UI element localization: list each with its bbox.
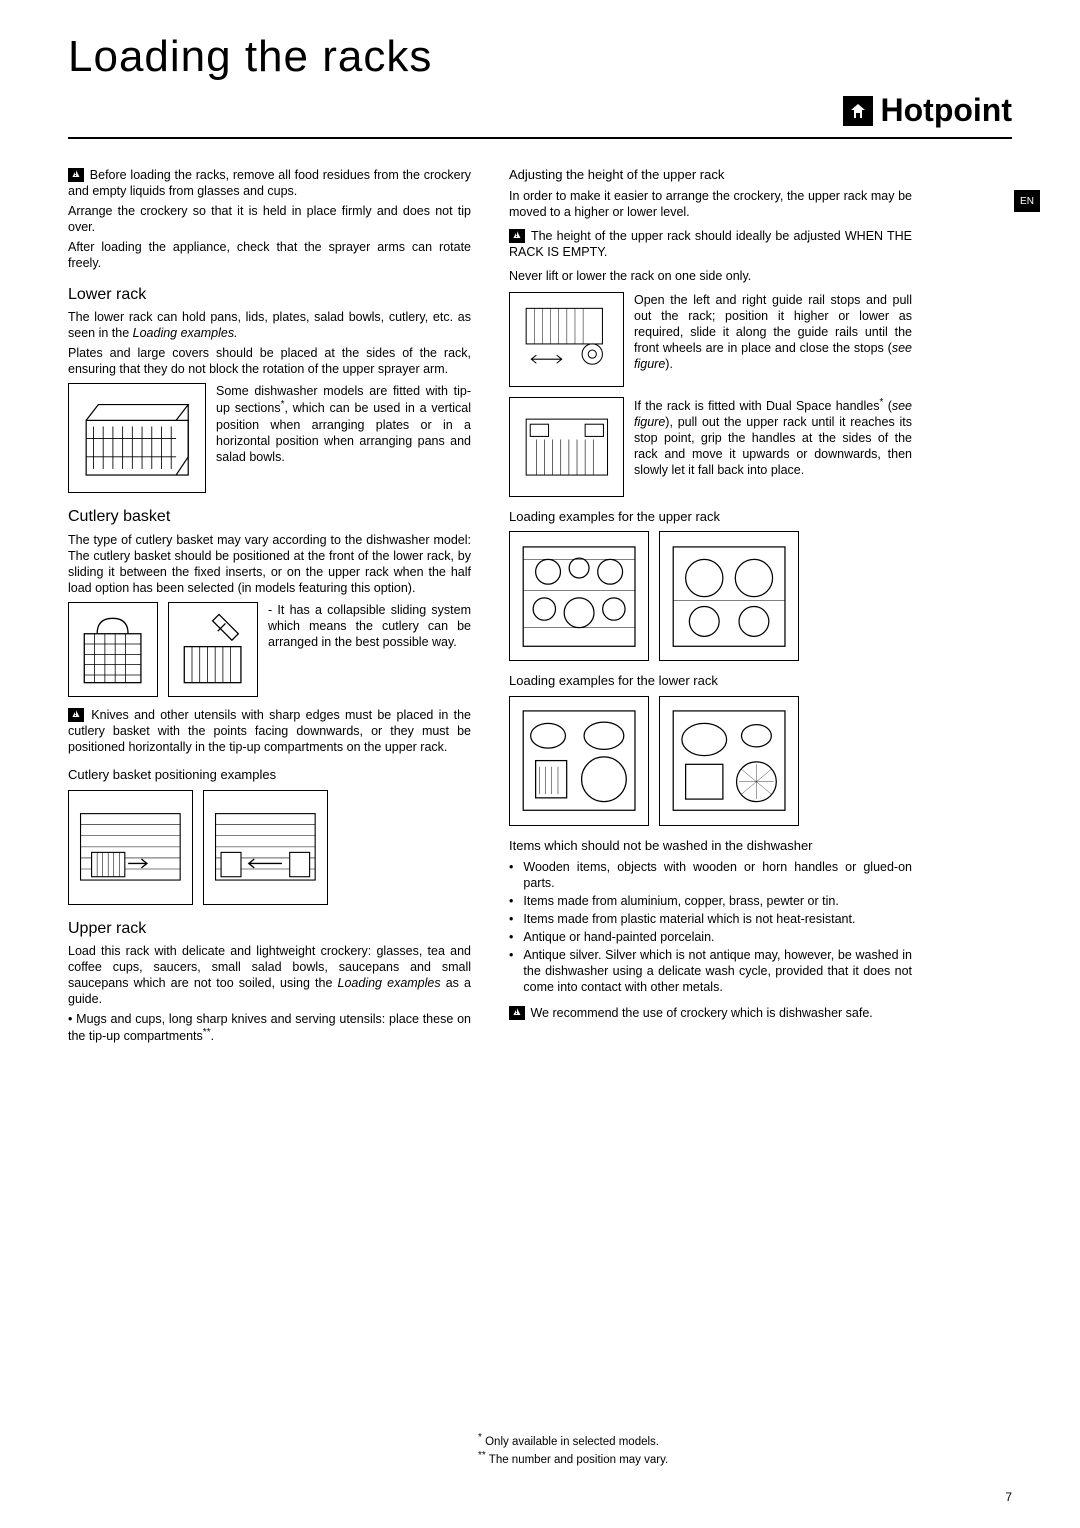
brand: Hotpoint [843, 92, 1013, 129]
lower-rack-figure [68, 383, 206, 493]
load-upper-heading: Loading examples for the upper rack [509, 509, 912, 526]
language-badge: EN [1014, 190, 1040, 212]
adjust-figure-row-b: If the rack is fitted with Dual Space ha… [509, 397, 912, 497]
warning-icon [68, 168, 84, 182]
intro-p2: Arrange the crockery so that it is held … [68, 203, 471, 235]
intro-p3: After loading the appliance, check that … [68, 239, 471, 271]
page-title: Loading the racks [68, 0, 1012, 82]
warning-icon [509, 1006, 525, 1020]
upper-example-figure-b [659, 531, 799, 661]
adjust-p1: In order to make it easier to arrange th… [509, 188, 912, 220]
cutlery-pos-figure-a [68, 790, 193, 905]
intro-warning: Before loading the racks, remove all foo… [68, 167, 471, 199]
load-upper-row [509, 531, 912, 661]
lower-example-figure-a [509, 696, 649, 826]
load-lower-row [509, 696, 912, 826]
load-lower-heading: Loading examples for the lower rack [509, 673, 912, 690]
lower-rack-figure-row: Some dishwasher models are fitted with t… [68, 383, 471, 493]
not-wash-list: Wooden items, objects with wooden or hor… [509, 859, 912, 995]
list-item: Items made from aluminium, copper, brass… [509, 893, 912, 909]
cutlery-warning: Knives and other utensils with sharp edg… [68, 707, 471, 755]
adjust-heading: Adjusting the height of the upper rack [509, 167, 912, 184]
cutlery-figure-a [68, 602, 158, 697]
cutlery-figure-row: - It has a collapsible sliding system wh… [68, 602, 471, 697]
content-columns: Before loading the racks, remove all foo… [68, 167, 1012, 1048]
lower-rack-p2: Plates and large covers should be placed… [68, 345, 471, 377]
lower-rack-p1: The lower rack can hold pans, lids, plat… [68, 309, 471, 341]
brand-icon [843, 96, 873, 126]
upper-rack-heading: Upper rack [68, 919, 471, 939]
adjust-warning: The height of the upper rack should idea… [509, 228, 912, 260]
footnote-2: ** The number and position may vary. [478, 1450, 668, 1466]
right-column: Adjusting the height of the upper rack I… [509, 167, 912, 1048]
list-item: Antique or hand-painted porcelain. [509, 929, 912, 945]
lower-rack-heading: Lower rack [68, 285, 471, 305]
cutlery-figure-b [168, 602, 258, 697]
lower-rack-side-text: Some dishwasher models are fitted with t… [216, 383, 471, 464]
list-item: Items made from plastic material which i… [509, 911, 912, 927]
upper-example-figure-a [509, 531, 649, 661]
list-item: Antique silver. Silver which is not anti… [509, 947, 912, 995]
not-wash-heading: Items which should not be washed in the … [509, 838, 912, 855]
page-root: Loading the racks Hotpoint EN Before loa… [0, 0, 1080, 1528]
brand-text: Hotpoint [881, 92, 1013, 129]
upper-rack-bullet: • Mugs and cups, long sharp knives and s… [68, 1011, 471, 1044]
adjust-p2: Never lift or lower the rack on one side… [509, 268, 912, 284]
upper-rack-p1: Load this rack with delicate and lightwe… [68, 943, 471, 1007]
cutlery-heading: Cutlery basket [68, 507, 471, 527]
page-number: 7 [1005, 1490, 1012, 1504]
adjust-figure-a [509, 292, 624, 387]
footnote-1: * Only available in selected models. [478, 1432, 668, 1448]
adjust-figure-row-a: Open the left and right guide rail stops… [509, 292, 912, 387]
recommend-warning: We recommend the use of crockery which i… [509, 1005, 912, 1021]
cutlery-pos-figure-b [203, 790, 328, 905]
left-column: Before loading the racks, remove all foo… [68, 167, 471, 1048]
warning-icon [509, 229, 525, 243]
warning-icon [68, 708, 84, 722]
divider-rule [68, 137, 1012, 139]
cutlery-examples-row [68, 790, 471, 905]
cutlery-examples-heading: Cutlery basket positioning examples [68, 767, 471, 784]
lower-example-figure-b [659, 696, 799, 826]
adjust-side-text-b: If the rack is fitted with Dual Space ha… [634, 397, 912, 478]
adjust-side-text-a: Open the left and right guide rail stops… [634, 292, 912, 372]
footnotes: * Only available in selected models. ** … [478, 1432, 668, 1468]
list-item: Wooden items, objects with wooden or hor… [509, 859, 912, 891]
brand-row: Hotpoint [68, 92, 1012, 129]
adjust-figure-b [509, 397, 624, 497]
cutlery-side-text: - It has a collapsible sliding system wh… [268, 602, 471, 650]
cutlery-p1: The type of cutlery basket may vary acco… [68, 532, 471, 596]
